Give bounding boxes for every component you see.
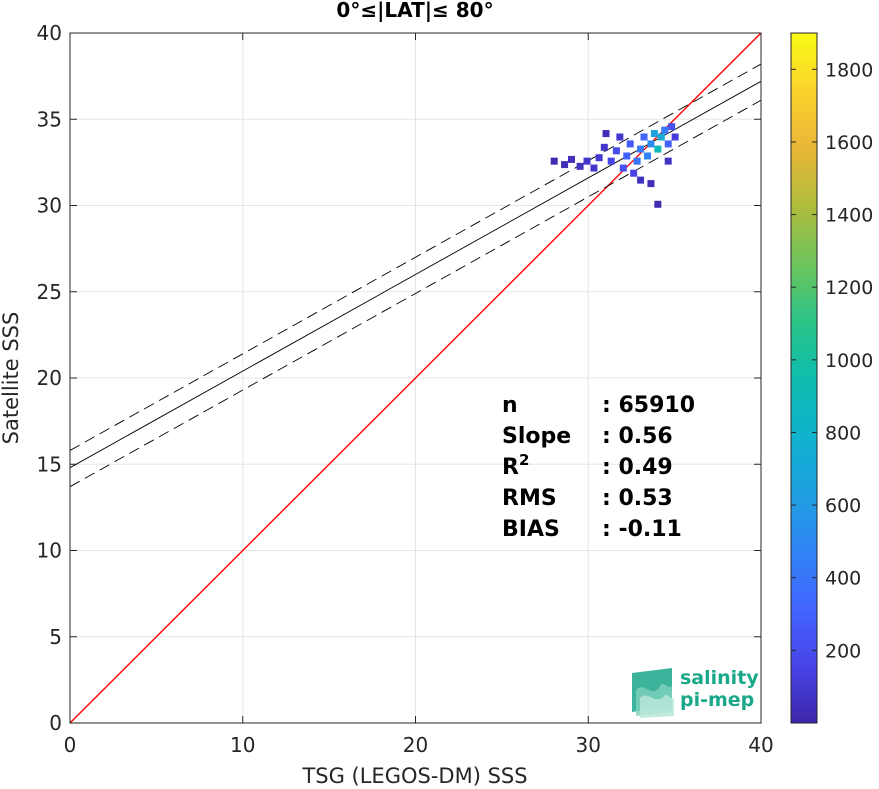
density-cell — [647, 180, 655, 188]
stats-box: n : 65910 Slope : 0.56 R2 : 0.49 RMS : 0.53 BIAS… — [502, 393, 695, 542]
density-cell — [607, 157, 615, 165]
y-tick-label: 25 — [37, 280, 62, 304]
density-cell — [612, 147, 620, 155]
density-cell — [657, 133, 665, 141]
chart-title: 0°≤|LAT|≤ 80° — [336, 0, 493, 22]
colorbar-tick-label: 1200 — [825, 277, 873, 299]
wave-logo-icon — [632, 668, 674, 718]
density-cell — [633, 157, 641, 165]
one-to-one-line — [69, 32, 762, 724]
x-tick-label: 30 — [576, 733, 601, 757]
density-cell — [550, 157, 558, 165]
x-axis-ticks: 0 10 20 30 40 — [64, 33, 774, 757]
stat-label: Slope — [502, 424, 571, 449]
density-cell — [561, 161, 569, 169]
stat-value: : 65910 — [602, 393, 695, 418]
salinity-pi-mep-logo: salinity pi-mep — [632, 667, 759, 718]
y-tick-label: 30 — [37, 194, 62, 218]
stat-label: R2 — [502, 451, 529, 480]
stat-value: : 0.49 — [602, 455, 673, 480]
density-cell — [654, 145, 662, 153]
density-cells — [550, 123, 679, 208]
colorbar-tick-label: 1800 — [825, 59, 873, 81]
stat-value: : -0.11 — [602, 517, 682, 542]
x-tick-label: 40 — [748, 733, 773, 757]
colorbar-tick-label: 1000 — [825, 350, 873, 372]
density-cell — [664, 157, 672, 165]
density-cell — [661, 126, 669, 134]
density-cell — [630, 169, 638, 177]
y-tick-label: 35 — [37, 107, 62, 131]
colorbar — [790, 32, 818, 724]
y-axis-ticks: 0 5 10 15 20 25 30 35 40 — [37, 21, 761, 735]
density-cell — [623, 152, 631, 160]
density-cell — [583, 157, 591, 165]
x-tick-label: 0 — [64, 733, 77, 757]
stat-value: : 0.53 — [602, 486, 673, 511]
x-axis-label: TSG (LEGOS-DM) SSS — [301, 764, 527, 788]
stat-label: RMS — [502, 486, 557, 511]
density-cell — [600, 143, 608, 151]
density-cell — [647, 140, 655, 148]
density-cell — [576, 162, 584, 170]
density-cell — [567, 155, 575, 163]
density-cell — [595, 154, 603, 162]
colorbar-tick-label: 600 — [825, 495, 861, 517]
y-tick-label: 0 — [49, 711, 62, 735]
x-tick-label: 10 — [230, 733, 255, 757]
y-tick-label: 15 — [37, 452, 62, 476]
density-cell — [619, 164, 627, 172]
density-cell — [668, 123, 676, 131]
colorbar-ticks: 200 400 600 800 1000 1200 1400 1600 1800 — [791, 59, 873, 662]
density-cell — [671, 133, 679, 141]
y-tick-label: 20 — [37, 366, 62, 390]
y-tick-label: 5 — [49, 625, 62, 649]
x-tick-label: 20 — [403, 733, 428, 757]
density-cell — [590, 164, 598, 172]
y-axis-label: Satellite SSS — [0, 312, 23, 445]
fit-lines — [69, 32, 762, 724]
colorbar-tick-label: 400 — [825, 568, 861, 590]
y-tick-label: 40 — [37, 21, 62, 45]
y-tick-label: 10 — [37, 539, 62, 563]
density-cell — [602, 130, 610, 138]
density-cell — [637, 145, 645, 153]
density-cell — [643, 152, 651, 160]
density-cell — [650, 130, 658, 138]
lower-bound-line — [69, 99, 762, 488]
density-cell — [664, 140, 672, 148]
colorbar-tick-label: 1600 — [825, 132, 873, 154]
density-cell — [654, 200, 662, 208]
stat-label: BIAS — [502, 517, 560, 542]
colorbar-tick-label: 1400 — [825, 205, 873, 227]
density-cell — [626, 140, 634, 148]
density-cell — [637, 176, 645, 184]
logo-line1: salinity — [680, 667, 759, 689]
logo-line2: pi-mep — [680, 689, 754, 711]
upper-bound-line — [69, 63, 762, 451]
regression-line — [69, 80, 762, 469]
stat-value: : 0.56 — [602, 424, 673, 449]
colorbar-tick-label: 200 — [825, 640, 861, 662]
colorbar-tick-label: 800 — [825, 422, 861, 444]
density-cell — [616, 133, 624, 141]
stat-label: n — [502, 393, 518, 418]
density-cell — [640, 133, 648, 141]
